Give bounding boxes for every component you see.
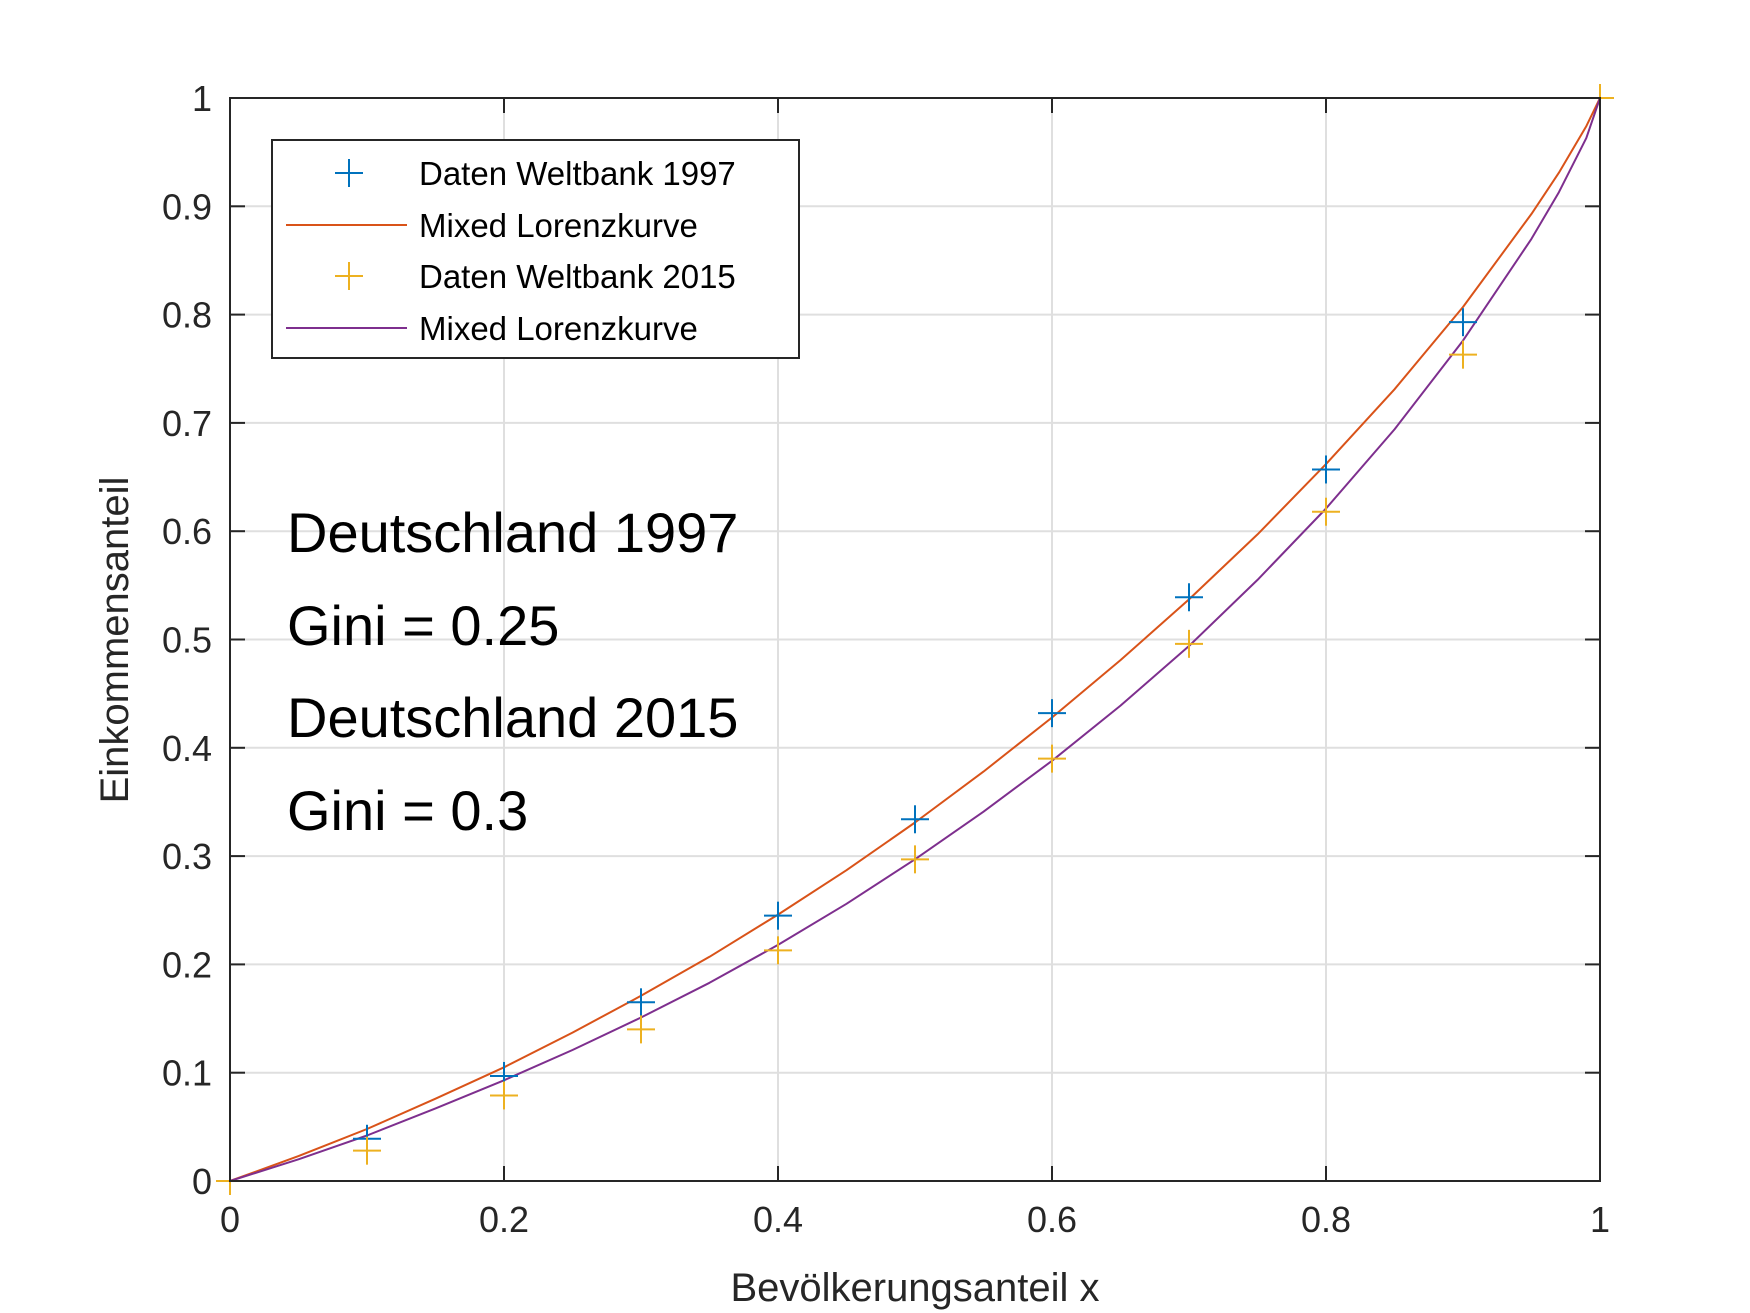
data-point-plus-0 [1038,699,1066,728]
data-point-plus-2 [1449,340,1477,369]
lorenz-curve-line-1 [229,97,1601,1182]
y-tick-label: 0.6 [162,511,212,552]
x-tick-label: 0.2 [479,1199,529,1240]
x-tick-label: 0.4 [753,1199,803,1240]
tick-labels: 0 0.2 0.4 0.6 0.8 1 0 0.1 0.2 0.3 0.4 0.5 0.6 0.7 0.8 0… [162,78,1610,1240]
data-point-plus-0 [1175,583,1203,612]
annotation-gini-2015: Gini = 0.3 [287,779,528,842]
data-point-plus-2 [490,1081,518,1110]
legend-plus-marker-blue [335,159,363,187]
x-tick-label: 0 [220,1199,240,1240]
y-tick-label: 0.1 [162,1053,212,1094]
legend-plus-marker-yellow [335,262,363,290]
x-tick-label: 1 [1590,1199,1610,1240]
annotation-country-2015: Deutschland 2015 [287,686,738,749]
legend-label-weltbank-1997: Daten Weltbank 1997 [419,155,736,192]
data-point-plus-2 [627,1015,655,1044]
data-point-plus-2 [764,936,792,965]
x-tick-label: 0.8 [1301,1199,1351,1240]
legend-entry-weltbank-1997: Daten Weltbank 1997 [335,155,736,192]
data-point-plus-0 [1449,308,1477,337]
legend-entry-lorenz-1997: Mixed Lorenzkurve [286,207,698,244]
data-point-plus-2 [1038,744,1066,773]
data-markers [216,84,1614,1195]
legend-entry-weltbank-2015: Daten Weltbank 2015 [335,258,736,295]
data-point-plus-2 [1175,629,1203,658]
data-point-plus-2 [1312,497,1340,526]
data-point-plus-0 [627,988,655,1017]
legend-label-lorenz-1997: Mixed Lorenzkurve [419,207,698,244]
data-point-plus-0 [901,805,929,834]
data-point-plus-2 [901,845,929,874]
y-axis-title: Einkommensanteil [93,477,137,804]
lorenz-curve-line-3 [229,97,1601,1182]
y-tick-label: 1 [192,78,212,119]
legend-label-lorenz-2015: Mixed Lorenzkurve [419,310,698,347]
annotation-gini-1997: Gini = 0.25 [287,594,559,657]
axis-ticks [229,97,1601,1182]
legend-label-weltbank-2015: Daten Weltbank 2015 [419,258,736,295]
annotation-country-1997: Deutschland 1997 [287,501,738,564]
data-point-plus-2 [353,1136,381,1165]
y-tick-label: 0 [192,1161,212,1202]
curve-series [229,97,1601,1182]
x-tick-label: 0.6 [1027,1199,1077,1240]
x-axis-title: Bevölkerungsanteil x [730,1266,1099,1310]
y-tick-label: 0.7 [162,403,212,444]
y-tick-label: 0.2 [162,944,212,985]
y-tick-label: 0.5 [162,620,212,661]
data-point-plus-0 [1312,455,1340,484]
annotation-block: Deutschland 1997 Gini = 0.25 Deutschland… [287,501,738,842]
data-point-plus-0 [764,901,792,930]
y-tick-label: 0.9 [162,186,212,227]
legend: Daten Weltbank 1997 Mixed Lorenzkurve Da… [271,139,800,359]
legend-entry-lorenz-2015: Mixed Lorenzkurve [286,310,698,347]
y-tick-label: 0.4 [162,728,212,769]
y-tick-label: 0.8 [162,295,212,336]
legend-box [271,139,800,359]
y-tick-label: 0.3 [162,836,212,877]
